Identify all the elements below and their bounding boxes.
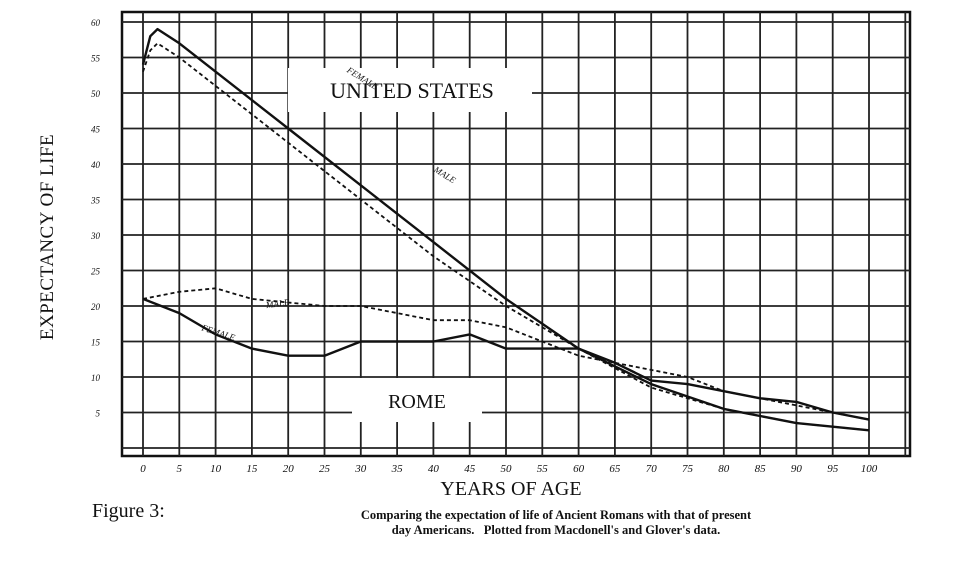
x-tick-label: 80	[718, 463, 730, 475]
series-label: MALE	[264, 297, 290, 310]
x-tick-label: 20	[283, 463, 295, 475]
x-tick-label: 65	[609, 463, 621, 475]
x-tick-label: 10	[210, 463, 222, 475]
annotation-united-states: UNITED STATES	[330, 78, 494, 103]
caption-number: Figure 3:	[92, 500, 165, 522]
x-tick-label: 95	[827, 463, 839, 475]
x-tick-label: 45	[464, 463, 476, 475]
series-label: FEMALE	[200, 322, 237, 343]
series-label: MALE	[431, 164, 458, 186]
annotation-rome: ROME	[388, 391, 446, 413]
plot-frame	[120, 10, 912, 458]
x-tick-label: 15	[246, 463, 258, 475]
y-tick-label: 40	[91, 160, 101, 170]
series-line-united-states-male	[142, 42, 870, 432]
x-tick-label: 60	[573, 463, 585, 475]
series-line-rome-female	[142, 297, 870, 421]
y-tick-label: 55	[91, 54, 101, 64]
label-background-rome	[352, 378, 482, 422]
x-tick-label: 70	[646, 463, 658, 475]
x-tick-label: 100	[861, 463, 878, 475]
y-tick-label: 50	[91, 89, 101, 99]
series-line-rome-male	[142, 287, 870, 421]
y-tick-label: 20	[91, 302, 101, 312]
x-tick-label: 35	[391, 463, 404, 475]
y-tick-label: 5	[96, 409, 101, 419]
chart: 0 5 10 15 20 25 30 35 40 45 50 55 60 65 70 75 80 85 90 95 10…	[90, 10, 912, 475]
x-axis-label: YEARS OF AGE	[440, 478, 582, 500]
series-line-united-states-female	[141, 27, 870, 432]
y-tick-label: 60	[91, 18, 101, 28]
x-tick-label: 40	[428, 463, 440, 475]
y-tick-label: 10	[91, 373, 101, 383]
y-tick-label: 25	[91, 267, 101, 277]
y-axis-label: EXPECTANCY OF LIFE	[37, 133, 58, 341]
y-tick-label: 35	[90, 196, 101, 206]
y-tick-label: 15	[91, 338, 101, 348]
x-tick-label: 0	[140, 463, 146, 475]
x-tick-label: 55	[537, 463, 549, 475]
x-tick-label: 25	[319, 463, 331, 475]
x-tick-label: 90	[791, 463, 803, 475]
x-tick-label: 50	[501, 463, 513, 475]
x-tick-label: 30	[354, 463, 367, 475]
x-tick-label: 75	[682, 463, 694, 475]
x-tick-label: 5	[177, 463, 183, 475]
caption-text: Comparing the expectation of life of Anc…	[360, 508, 752, 537]
x-tick-label: 85	[755, 463, 767, 475]
y-tick-label: 45	[91, 125, 101, 135]
y-tick-label: 30	[90, 231, 101, 241]
label-background-us	[288, 68, 532, 112]
